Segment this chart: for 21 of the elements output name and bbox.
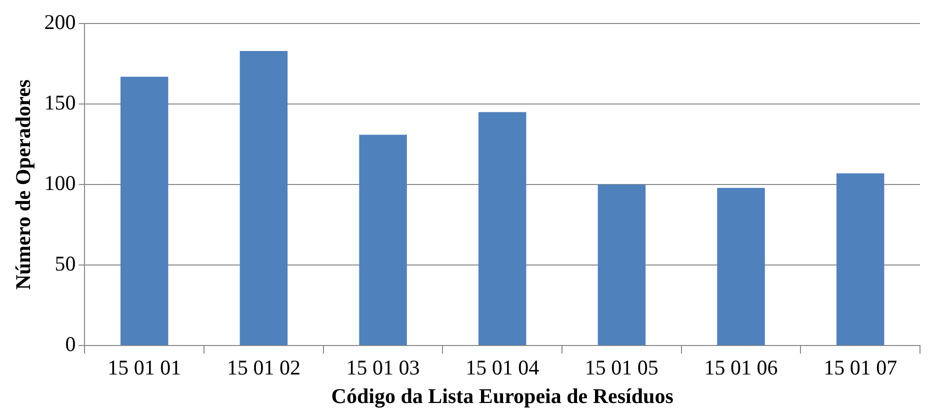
- bar: [359, 134, 407, 346]
- x-tick-label: 15 01 04: [466, 356, 540, 380]
- y-tick-label: 50: [54, 252, 76, 276]
- bar: [598, 184, 646, 346]
- y-tick-label: 100: [44, 171, 76, 196]
- x-tick-label: 15 01 01: [108, 356, 182, 380]
- y-tick-label: 0: [65, 332, 76, 356]
- y-tick-label: 200: [44, 10, 76, 34]
- x-axis-title: Código da Lista Europeia de Resíduos: [331, 384, 674, 408]
- x-tick-label: 15 01 06: [704, 356, 778, 380]
- x-tick-label: 15 01 03: [346, 356, 420, 380]
- x-tick-label: 15 01 07: [824, 356, 898, 380]
- bar: [836, 173, 884, 346]
- bar: [717, 188, 765, 346]
- bar: [240, 50, 288, 346]
- x-tick-label: 15 01 05: [584, 356, 658, 380]
- y-tick-label: 150: [44, 90, 76, 115]
- bar: [120, 76, 168, 346]
- x-tick-label: 15 01 02: [226, 356, 300, 380]
- y-axis-title: Número de Operadores: [11, 79, 36, 290]
- bar: [478, 112, 526, 346]
